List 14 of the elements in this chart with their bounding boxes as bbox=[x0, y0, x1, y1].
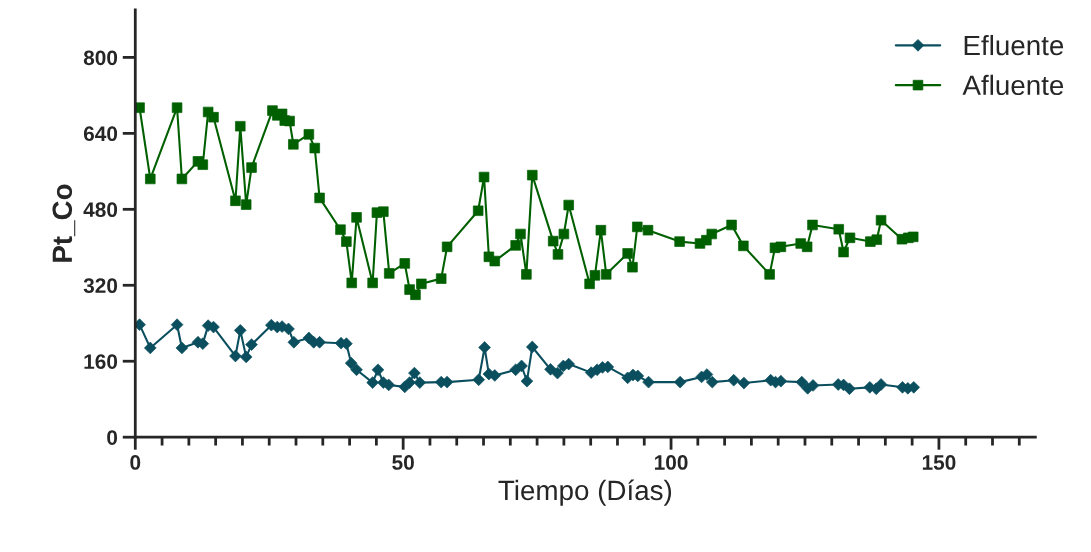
y-tick-label: 640 bbox=[83, 126, 118, 142]
y-tick-label: 160 bbox=[84, 354, 118, 369]
y-tick-label: 800 bbox=[83, 50, 118, 66]
x-tick-label: 0 bbox=[130, 455, 141, 470]
y-tick-label: 0 bbox=[107, 430, 118, 445]
x-tick-label: 100 bbox=[654, 455, 688, 470]
x-tick-label: 50 bbox=[392, 455, 414, 470]
x-tick-label: 150 bbox=[922, 455, 956, 470]
y-axis-title: Pt_Co bbox=[52, 184, 76, 262]
legend-label: Efluente bbox=[964, 34, 1064, 56]
legend-label: Afluente bbox=[962, 74, 1064, 96]
y-tick-label: 320 bbox=[83, 278, 118, 294]
y-tick-label: 480 bbox=[83, 202, 118, 218]
x-axis-title: Tiempo (Días) bbox=[498, 479, 672, 506]
